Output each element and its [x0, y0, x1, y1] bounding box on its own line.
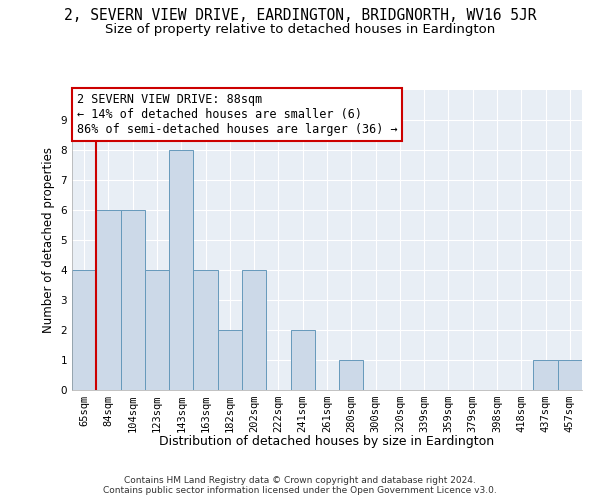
Bar — [533, 360, 558, 390]
Bar — [193, 270, 218, 390]
Bar — [218, 330, 242, 390]
Bar — [339, 360, 364, 390]
Bar — [242, 270, 266, 390]
Text: Contains HM Land Registry data © Crown copyright and database right 2024.
Contai: Contains HM Land Registry data © Crown c… — [103, 476, 497, 495]
Bar — [72, 270, 96, 390]
Bar — [290, 330, 315, 390]
Text: 2, SEVERN VIEW DRIVE, EARDINGTON, BRIDGNORTH, WV16 5JR: 2, SEVERN VIEW DRIVE, EARDINGTON, BRIDGN… — [64, 8, 536, 22]
Text: Distribution of detached houses by size in Eardington: Distribution of detached houses by size … — [160, 435, 494, 448]
Bar — [96, 210, 121, 390]
Text: 2 SEVERN VIEW DRIVE: 88sqm
← 14% of detached houses are smaller (6)
86% of semi-: 2 SEVERN VIEW DRIVE: 88sqm ← 14% of deta… — [77, 93, 398, 136]
Bar — [169, 150, 193, 390]
Text: Size of property relative to detached houses in Eardington: Size of property relative to detached ho… — [105, 22, 495, 36]
Y-axis label: Number of detached properties: Number of detached properties — [42, 147, 55, 333]
Bar — [558, 360, 582, 390]
Bar — [145, 270, 169, 390]
Bar — [121, 210, 145, 390]
